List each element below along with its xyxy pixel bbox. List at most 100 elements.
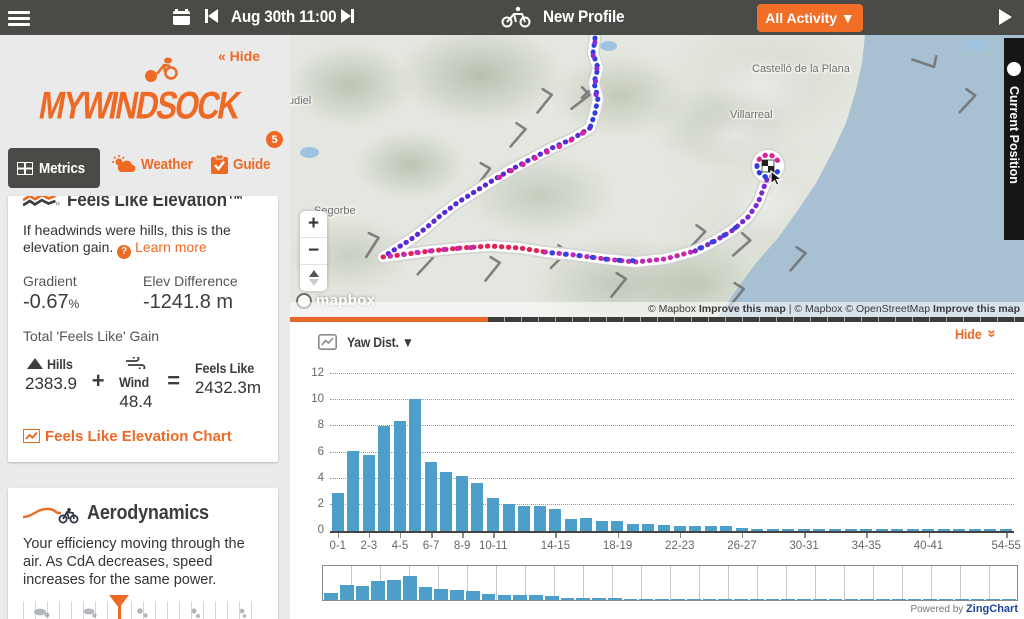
yaw-bar[interactable] — [953, 529, 966, 531]
x-tick — [679, 533, 682, 538]
elev-difference-value: -1241.8 m — [143, 290, 234, 313]
yaw-bar[interactable] — [642, 523, 655, 531]
tab-guide[interactable]: Guide — [211, 155, 275, 174]
yaw-bar[interactable] — [657, 525, 670, 531]
yaw-bar[interactable] — [611, 521, 624, 531]
menu-icon[interactable] — [8, 8, 30, 26]
yaw-bar[interactable] — [937, 529, 950, 531]
help-icon[interactable]: ? — [117, 244, 132, 259]
elev-difference-label: Elev Difference — [143, 272, 238, 289]
previous-icon[interactable] — [205, 9, 218, 23]
yaw-bar[interactable] — [797, 529, 810, 531]
zoom-out-button[interactable]: − — [300, 238, 327, 265]
yaw-bar[interactable] — [331, 493, 344, 531]
route-map[interactable]: Castelló de la Plana Villarreal Segorbe … — [290, 35, 1024, 317]
chart-hide-link[interactable]: Hide » — [955, 325, 1001, 342]
yaw-bar[interactable] — [378, 426, 391, 531]
yaw-bar[interactable] — [828, 528, 841, 531]
yaw-bar[interactable] — [595, 521, 608, 531]
yaw-bar[interactable] — [906, 529, 919, 531]
tab-metrics[interactable]: Metrics — [8, 148, 100, 188]
zingchart-link[interactable]: ZingChart — [966, 603, 1018, 615]
navigator-bar — [876, 598, 890, 600]
sidebar: « Hide MYWINDSOCK Metrics Weather Guide … — [0, 35, 290, 619]
yaw-bar[interactable] — [533, 506, 546, 531]
aerodynamics-description: Your efficiency moving through the air. … — [23, 536, 245, 588]
x-tick-label: 30-31 — [789, 540, 819, 552]
yaw-bar[interactable] — [362, 455, 375, 531]
yaw-bar[interactable] — [455, 476, 468, 531]
navigator-bar — [797, 598, 811, 600]
yaw-bar[interactable] — [968, 529, 981, 531]
sidebar-hide-link[interactable]: « Hide — [217, 48, 260, 64]
yaw-distribution-chart[interactable]: 0-1 2-3 4-5 6-7 8-9 10-11 14-15 18-19 22-23 26-27… — [329, 373, 1021, 552]
current-position-tab[interactable]: Current Position — [1004, 38, 1024, 240]
position-dot-icon — [1007, 62, 1021, 76]
x-tick-label: 10-11 — [478, 540, 508, 552]
navigator-bar — [954, 598, 969, 600]
tilt-control[interactable] — [300, 265, 327, 291]
yaw-bar[interactable] — [673, 525, 686, 531]
map-zoom-controls: + − — [300, 211, 327, 291]
yaw-bar[interactable] — [735, 528, 748, 531]
date-time[interactable]: Aug 30th 11:00 — [231, 7, 337, 26]
yaw-bar[interactable] — [860, 529, 873, 531]
mywindsock-logo[interactable]: MYWINDSOCK — [0, 57, 278, 127]
yaw-bar[interactable] — [393, 421, 406, 531]
cda-scale[interactable] — [23, 595, 263, 619]
chart-range-navigator[interactable] — [322, 565, 1018, 601]
navigator-bar — [986, 598, 1001, 600]
yaw-bar[interactable] — [424, 461, 437, 531]
navigator-bar — [686, 598, 701, 600]
tab-weather[interactable]: Weather — [112, 155, 199, 173]
rider-position-icon — [239, 608, 247, 618]
yaw-bar[interactable] — [471, 482, 484, 531]
yaw-bar[interactable] — [440, 472, 453, 531]
sidebar-tabs: Metrics Weather Guide — [8, 148, 278, 190]
navigator-bar — [702, 598, 717, 600]
profile-name[interactable]: New Profile — [543, 7, 625, 26]
yaw-bar[interactable] — [564, 518, 577, 531]
yaw-bar[interactable] — [922, 528, 935, 531]
rider-position-icon — [137, 608, 149, 618]
yaw-bar[interactable] — [999, 529, 1012, 531]
improve-map-link[interactable]: Improve this map — [933, 303, 1020, 315]
cda-marker[interactable] — [109, 595, 130, 619]
yaw-bar[interactable] — [409, 398, 422, 531]
yaw-bar[interactable] — [875, 529, 888, 531]
yaw-bar[interactable] — [626, 523, 639, 531]
yaw-bar[interactable] — [549, 509, 562, 531]
yaw-bar[interactable] — [486, 498, 499, 531]
yaw-bar[interactable] — [689, 525, 702, 531]
play-icon[interactable] — [999, 9, 1012, 25]
yaw-bar[interactable] — [751, 529, 764, 531]
yaw-bar[interactable] — [766, 528, 779, 531]
yaw-bar[interactable] — [813, 529, 826, 531]
chart-type-selector[interactable]: Yaw Dist. ▼ — [318, 334, 421, 350]
map-label-caudiel: udiel — [290, 95, 312, 107]
navigator-bar — [324, 593, 338, 600]
yaw-bar[interactable] — [844, 529, 857, 531]
yaw-bar[interactable] — [502, 504, 515, 531]
navigator-bar — [781, 598, 796, 600]
y-tick-label: 0 — [317, 524, 324, 536]
feels-like-elevation-chart-link[interactable]: Feels Like Elevation Chart — [23, 428, 263, 445]
yaw-bar[interactable] — [580, 517, 593, 531]
gradient-value: -0.67% — [23, 290, 80, 313]
improve-map-link[interactable]: Improve this map — [698, 303, 786, 315]
yaw-bar[interactable] — [347, 451, 360, 531]
zoom-in-button[interactable]: + — [300, 211, 327, 238]
yaw-bar[interactable] — [891, 529, 904, 531]
yaw-bar[interactable] — [782, 529, 795, 531]
next-icon[interactable] — [341, 9, 354, 23]
calendar-icon[interactable] — [173, 9, 190, 25]
cyclist-icon — [501, 6, 531, 28]
x-tick — [431, 533, 433, 538]
timeline-scrubber[interactable] — [290, 317, 1024, 322]
yaw-bar[interactable] — [984, 529, 997, 531]
yaw-bar[interactable] — [720, 525, 733, 531]
yaw-bar[interactable] — [704, 526, 717, 531]
learn-more-link[interactable]: Learn more — [135, 239, 207, 255]
all-activity-dropdown[interactable]: All Activity ▼ — [757, 4, 863, 32]
yaw-bar[interactable] — [518, 506, 531, 531]
